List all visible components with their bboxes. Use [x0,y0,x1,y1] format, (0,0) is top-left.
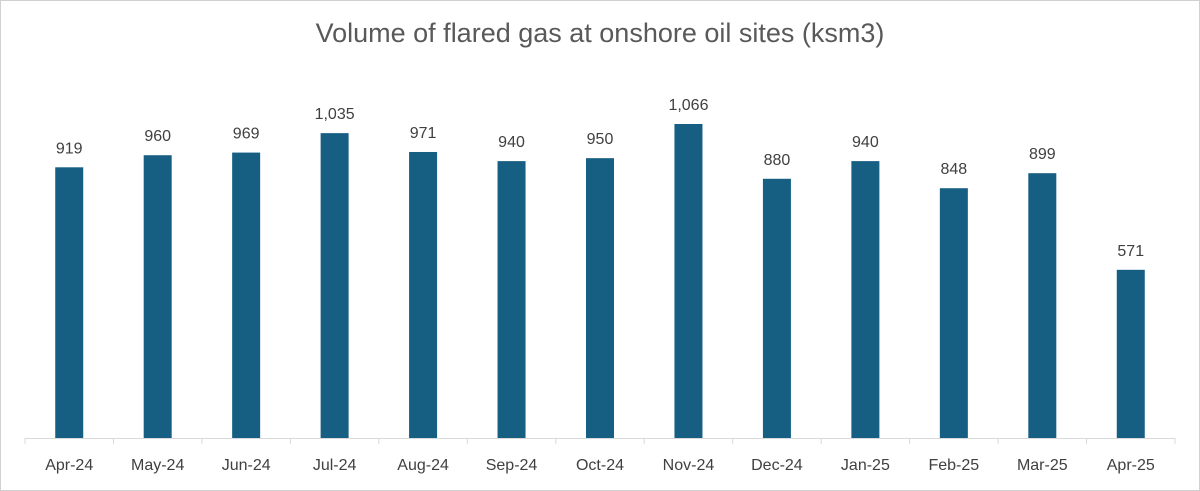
bar-nov-24 [674,124,703,438]
data-label: 848 [940,161,967,178]
chart-title: Volume of flared gas at onshore oil site… [315,18,885,48]
data-label: 880 [764,152,791,169]
bar-aug-24 [409,151,438,439]
data-label: 940 [852,134,879,151]
x-tick-label: Feb-25 [928,457,979,474]
x-tick-label: Jun-24 [222,457,271,474]
x-tick-label: Apr-24 [45,457,93,474]
bar-feb-25 [939,188,968,438]
data-label: 899 [1029,146,1056,163]
x-tick-label: Jul-24 [313,457,357,474]
data-label: 950 [587,131,614,148]
x-tick-label: Sep-24 [486,457,538,474]
x-tick-label: Oct-24 [576,457,624,474]
bar-may-24 [143,155,172,438]
data-label: 969 [233,126,260,143]
x-tick-label: Mar-25 [1017,457,1068,474]
data-label: 971 [410,125,437,142]
data-labels-group: 919 960 969 1,035 971 940 950 1,066 880 940 848 899… [56,97,1144,260]
bars-group [55,124,1145,439]
x-tick-label: Nov-24 [663,457,715,474]
x-tick-label: Jan-25 [841,457,890,474]
bar-jan-25 [851,161,880,438]
x-tick-label: Aug-24 [397,457,449,474]
x-tick-label: Apr-25 [1107,457,1155,474]
bar-apr-24 [55,167,84,439]
data-label: 1,035 [315,106,355,123]
x-tick-label: Dec-24 [751,457,803,474]
data-label: 1,066 [668,97,708,114]
bar-sep-24 [497,161,526,438]
x-tick-label: May-24 [131,457,184,474]
bar-dec-24 [762,178,791,438]
bar-mar-25 [1028,173,1057,438]
x-axis: Apr-24 May-24 Jun-24 Jul-24 Aug-24 Sep-24 Oct-… [24,438,1176,474]
bar-jun-24 [232,152,261,438]
data-label: 960 [144,128,171,145]
data-label: 571 [1117,243,1144,260]
bar-apr-25 [1116,269,1145,438]
bar-jul-24 [320,133,349,438]
data-label: 919 [56,140,83,157]
data-label: 940 [498,134,525,151]
bar-oct-24 [586,158,614,438]
